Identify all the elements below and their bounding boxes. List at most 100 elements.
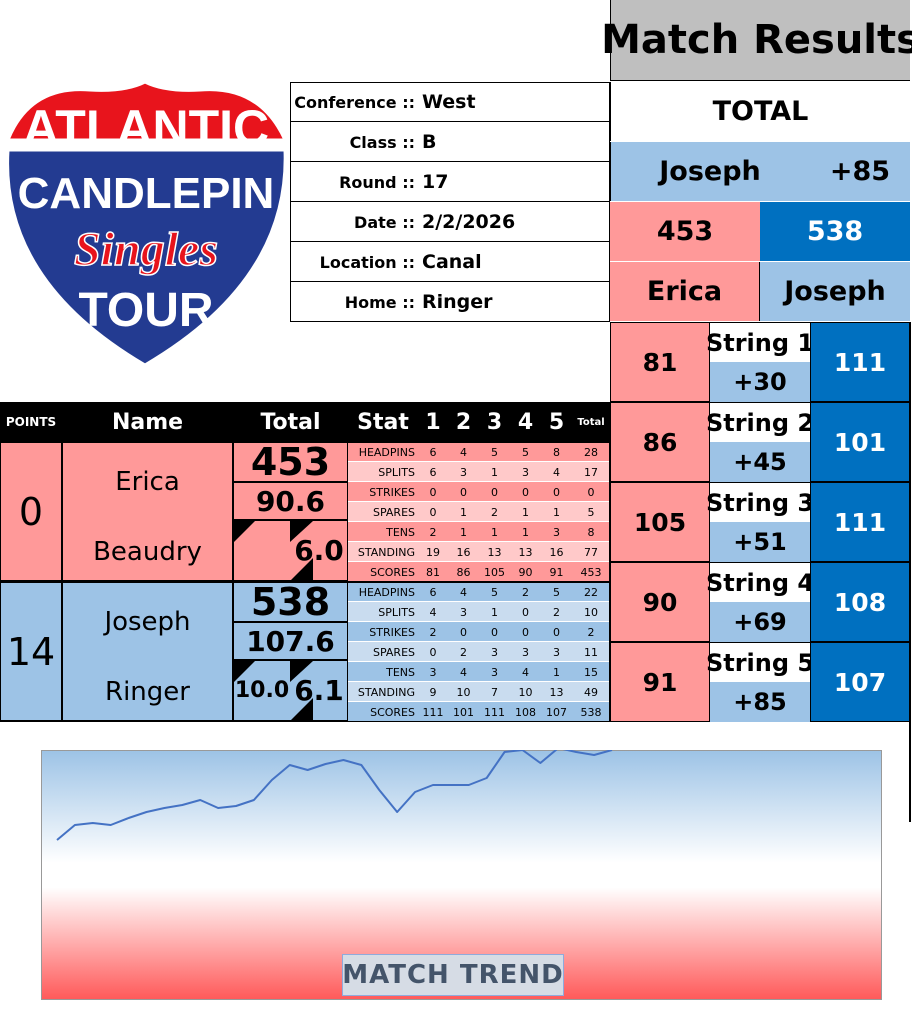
info-value: 2/2/2026 [422,211,516,233]
info-row [290,282,610,322]
logo-text: Singles [74,223,218,276]
info-value: Canal [422,251,482,273]
logo: ATLANTIC CANDLEPIN Singles TOUR [5,80,288,367]
table-header [0,402,610,442]
corner-marks [234,521,313,580]
player-b: Joseph [760,262,910,321]
stat-name: SPARES [372,505,415,519]
stat-value: 0 [491,485,498,499]
player-average: 107.6 [233,622,348,660]
info-row [290,122,610,162]
info-value: Ringer [422,291,493,313]
column-header: Stat [357,409,409,435]
stat-value: 2 [429,625,437,639]
column-header: POINTS [5,415,57,429]
string-label: String 4 [706,562,814,602]
score-b: 538 [760,202,910,261]
stat-value: 1 [460,505,467,519]
stat-value: 5 [491,445,498,459]
last-name: Ringer [105,677,190,707]
last-name: Beaudry [93,537,202,567]
results-title: Match Results [601,0,912,81]
stat-value: 6 [429,445,437,459]
stat-value: 28 [584,445,598,459]
stat-value: 17 [584,465,598,479]
stat-value: 5 [587,505,595,519]
string-score-a: 91 [610,642,710,722]
stat-name: HEADPINS [358,445,415,459]
column-header: Total [260,409,321,435]
stat-value: 16 [549,545,564,559]
string-diff: +30 [710,362,810,402]
string-score-b: 111 [810,482,910,562]
string-score-b: 101 [810,402,910,482]
stat-value: 3 [522,465,529,479]
string-score-b: 111 [810,322,910,402]
stat-row [348,482,610,502]
player-average: 90.6 [233,482,348,520]
stat-value: 0 [522,605,529,619]
stat-value: 86 [456,565,471,579]
stat-name: SPLITS [378,605,415,619]
stat-value: 4 [522,665,529,679]
string-diff: +51 [710,522,810,562]
corner-marks [234,661,313,720]
left-value: 10.0 [234,678,290,703]
string-diff: +69 [710,602,810,642]
stat-value: 0 [553,625,560,639]
stat-value: 11 [584,645,598,659]
corner-mark [234,521,313,580]
trend-title: MATCH TREND [342,954,564,996]
stat-value: 0 [522,625,529,639]
stat-value: 10 [456,685,471,699]
info-value: B [422,131,437,153]
info-row [290,242,610,282]
corner-mark [234,661,313,720]
logo-text: TOUR [78,284,213,337]
trend-line [56,750,613,841]
right-value: 6.1 [294,674,344,707]
info-label: Location :: [319,252,415,272]
column-header: Name [111,409,184,435]
stat-value: 3 [491,665,498,679]
stat-value: 16 [456,545,471,559]
string-score-a: 105 [610,482,710,562]
stat-value: 10 [584,605,598,619]
stat-value: 1 [522,525,529,539]
winner-margin: +85 [829,156,891,187]
stat-name: STANDING [357,545,415,559]
stat-value: 0 [429,645,437,659]
info-label: Class :: [349,132,415,152]
stat-value: 0 [522,485,529,499]
stat-value: 2 [553,605,560,619]
stat-value: 2 [491,505,498,519]
stat-row [348,582,610,602]
stat-name: SCORES [370,705,415,719]
stat-name: TENS [386,665,415,679]
points: 0 [0,442,62,581]
string-score-b: 108 [810,562,910,642]
stat-value: 0 [553,485,560,499]
info-value: 17 [422,171,449,193]
stat-value: 111 [422,705,444,719]
stat-value: 13 [549,685,564,699]
column-header: Total [577,416,605,428]
stat-row [348,602,610,622]
stat-value: 3 [460,605,467,619]
winner-row [610,142,910,201]
info-label: Conference :: [294,92,415,112]
info-label: Home :: [344,292,415,312]
total-label: TOTAL [610,82,910,141]
player-a: Erica [610,262,760,321]
stat-row [348,662,610,682]
stat-row [348,642,610,662]
string-label: String 2 [706,402,814,442]
stat-value: 1 [491,525,498,539]
stat-value: 90 [518,565,533,579]
stat-value: 5 [491,585,498,599]
stat-row [348,462,610,482]
stat-value: 1 [553,665,560,679]
stat-value: 4 [553,465,560,479]
stat-value: 4 [460,585,467,599]
stat-value: 0 [460,625,467,639]
